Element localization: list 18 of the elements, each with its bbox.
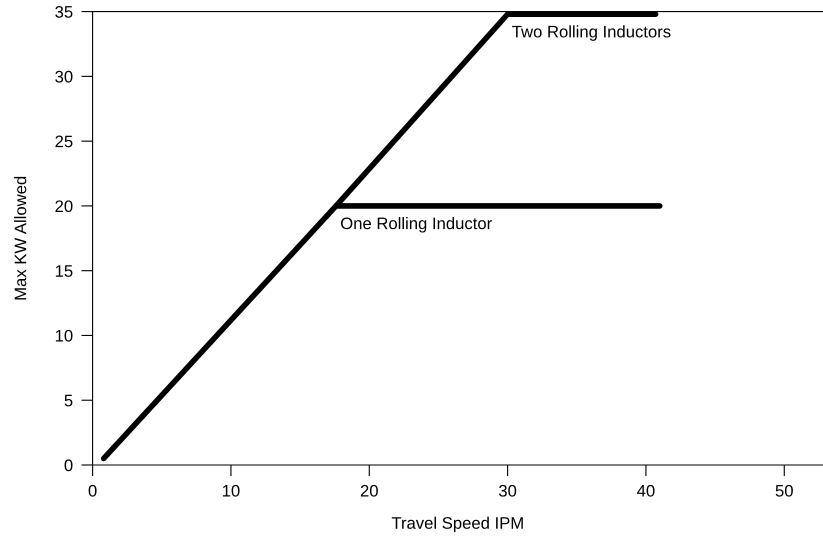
y-tick-label: 30 bbox=[55, 70, 73, 83]
x-tick-label: 20 bbox=[360, 484, 378, 497]
y-tick-label: 20 bbox=[55, 200, 73, 212]
series-label: One Rolling Inductor bbox=[341, 217, 492, 233]
series-label: Two Rolling Inductors bbox=[512, 25, 670, 41]
y-tick-label: 35 bbox=[55, 6, 72, 18]
x-axis-title: Travel Speed IPM bbox=[392, 516, 523, 532]
y-tick-label: 0 bbox=[64, 459, 73, 472]
x-tick-label: 50 bbox=[776, 484, 793, 497]
x-tick-label: 0 bbox=[88, 484, 97, 497]
y-tick-label: 10 bbox=[56, 330, 73, 342]
y-tick-label: 25 bbox=[55, 136, 72, 148]
x-tick-label: 10 bbox=[222, 484, 240, 497]
y-axis-title: Max KW Allowed bbox=[14, 176, 26, 300]
x-tick-label: 30 bbox=[498, 484, 516, 497]
y-tick-label: 15 bbox=[56, 265, 72, 277]
y-tick-label: 5 bbox=[64, 394, 72, 406]
x-tick-label: 40 bbox=[637, 484, 655, 497]
